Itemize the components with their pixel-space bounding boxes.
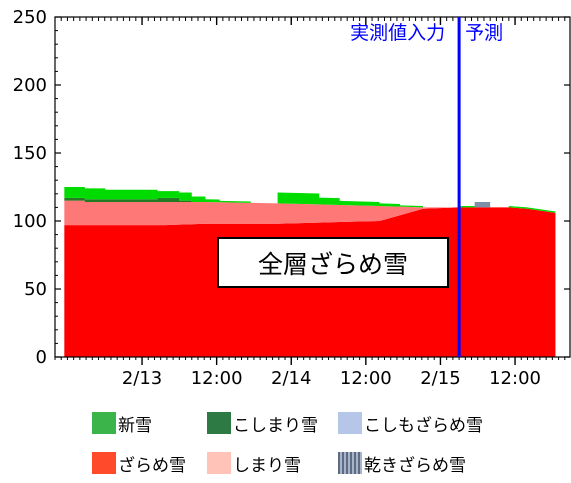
area-compacted: [64, 200, 556, 226]
y-tick-label: 50: [24, 279, 47, 300]
legend-label-compacted: しまり雪: [233, 455, 301, 476]
x-tick-label: 2/13: [122, 368, 162, 389]
annotation-text: 全層ざらめ雪: [257, 249, 408, 279]
axes: [54, 16, 571, 358]
y-tick-label: 0: [36, 347, 47, 368]
legend-swatch-new-snow: [92, 412, 116, 434]
x-tick-label: 12:00: [489, 368, 541, 389]
annotation-box: 全層ざらめ雪: [217, 237, 449, 288]
legend-label-dry-granular: 乾きざらめ雪: [364, 455, 466, 476]
legend-item-faceted-granular: こしもざらめ雪: [338, 410, 483, 436]
snow-layer-chart: 0 50 100 150 200 250 2/13 12:00 2/14 12:00 2/15 12:…: [13, 7, 571, 389]
legend-item-granular: ざらめ雪: [92, 450, 186, 476]
legend-swatch-compacted: [207, 452, 231, 474]
legend-swatch-lightly-compacted: [207, 412, 231, 434]
ticks: 0 50 100 150 200 250 2/13 12:00 2/14 12:00 2/15 12:…: [13, 7, 570, 389]
legend-item-new-snow: 新雪: [92, 410, 152, 436]
legend-label-new-snow: 新雪: [118, 415, 152, 436]
x-tick-label: 12:00: [191, 368, 243, 389]
legend-item-compacted: しまり雪: [207, 450, 301, 476]
y-tick-label: 100: [13, 211, 47, 232]
legend-label-granular: ざらめ雪: [118, 455, 186, 476]
legend-label-faceted-granular: こしもざらめ雪: [364, 415, 483, 436]
legend-label-lightly-compacted: こしまり雪: [233, 415, 318, 436]
x-tick-label: 2/14: [271, 368, 311, 389]
region-label-forecast: 予測: [465, 22, 503, 44]
area-lightly-compacted: [64, 197, 556, 213]
legend-swatch-granular: [92, 452, 116, 474]
legend-item-dry-granular: 乾きざらめ雪: [338, 450, 466, 476]
legend-item-lightly-compacted: こしまり雪: [207, 410, 318, 436]
x-tick-label: 12:00: [340, 368, 392, 389]
region-label-observed: 実測値入力: [350, 22, 445, 44]
legend-swatch-dry-granular: [338, 452, 362, 474]
plot-frame: [54, 16, 571, 358]
x-tick-label: 2/15: [420, 368, 460, 389]
y-tick-label: 150: [13, 143, 47, 164]
y-tick-label: 200: [13, 75, 47, 96]
area-new-snow: [64, 187, 556, 213]
legend-swatch-faceted-granular: [338, 412, 362, 434]
y-tick-label: 250: [13, 7, 47, 28]
